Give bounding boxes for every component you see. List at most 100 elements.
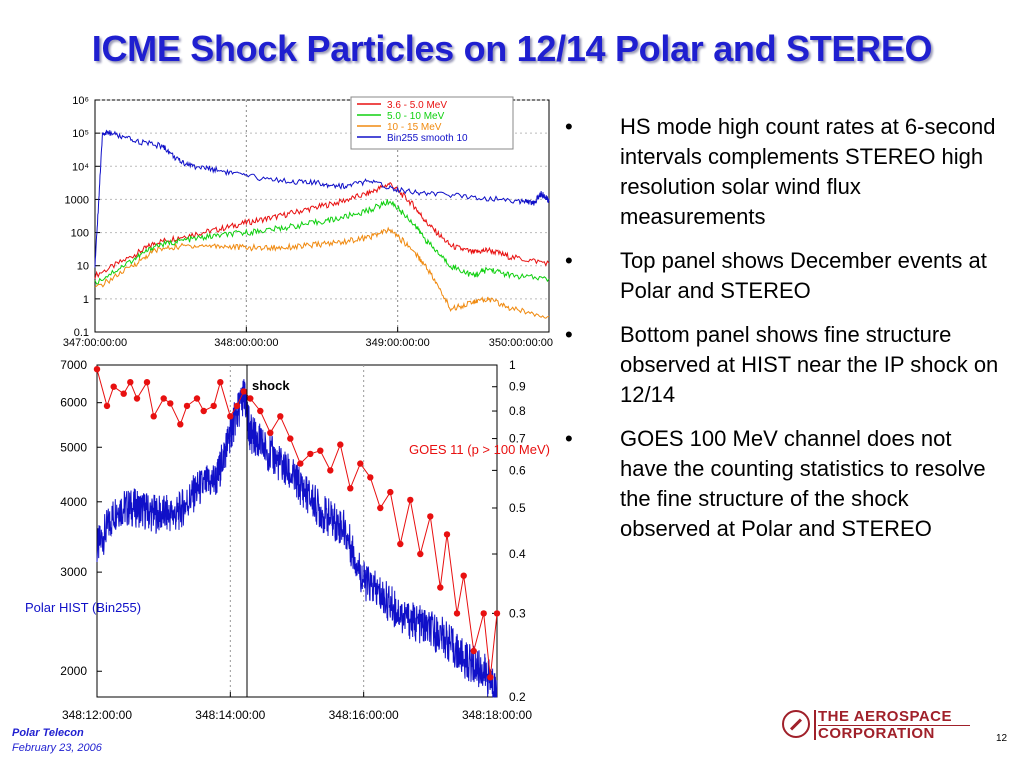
- top-series-line: [94, 129, 550, 268]
- goes-data-point: [143, 379, 151, 386]
- bottom-xtick-label: 348:14:00:00: [195, 708, 265, 722]
- goes-data-point: [227, 413, 234, 420]
- bottom-xtick-label: 348:12:00:00: [62, 708, 132, 722]
- hist-series-label: Polar HIST (Bin255): [25, 600, 141, 615]
- top-xtick-label: 350:00:00:00: [489, 337, 553, 349]
- top-series-line: [94, 226, 550, 319]
- aerospace-logo-icon: [782, 710, 810, 738]
- bullet-text: GOES 100 MeV channel does not have the c…: [620, 426, 986, 541]
- legend-entry: Bin255 smooth 10: [387, 133, 468, 144]
- bottom-plot-area: [96, 364, 498, 698]
- top-series-line: [94, 199, 550, 285]
- bullet-list: • HS mode high count rates at 6-second in…: [565, 112, 1005, 558]
- goes-data-point: [387, 488, 394, 496]
- top-ytick-label: 1000: [65, 194, 89, 206]
- goes-data-point: [307, 450, 314, 458]
- goes-data-point: [93, 366, 101, 373]
- logo-line2: CORPORATION: [818, 725, 935, 742]
- slide-title: ICME Shock Particles on 12/14 Polar and …: [91, 28, 933, 69]
- goes-data-point: [480, 610, 487, 617]
- bottom-panel-chart: 7000 6000 5000 4000 3000 2000 1 0.9 0.8 0.7 0.6 0.…: [25, 358, 550, 722]
- bullet-item: • HS mode high count rates at 6-second in…: [565, 112, 1005, 232]
- goes-data-point: [397, 540, 404, 548]
- goes-data-point: [287, 435, 294, 442]
- shock-label: shock: [252, 378, 290, 393]
- goes-data-point: [210, 402, 217, 410]
- footer: Polar Telecon February 23, 2006: [12, 726, 102, 756]
- goes-data-point: [437, 584, 444, 591]
- goes-data-point: [367, 474, 374, 481]
- goes-data-point: [110, 383, 117, 390]
- bottom-ytick-right-label: 0.8: [509, 404, 526, 418]
- bottom-ytick-right-label: 0.5: [509, 501, 526, 515]
- bottom-ytick-left-label: 7000: [60, 358, 87, 372]
- bottom-ytick-left-label: 6000: [60, 396, 87, 410]
- legend-entry: 3.6 - 5.0 MeV: [387, 100, 447, 111]
- bottom-ytick-right-label: 0.4: [509, 547, 526, 561]
- legend-entry: 10 - 15 MeV: [387, 122, 442, 133]
- goes-data-point: [417, 550, 424, 558]
- goes-data-point: [120, 390, 127, 397]
- top-ytick-label: 10⁵: [72, 128, 89, 140]
- top-ytick-label: 10⁴: [72, 161, 89, 173]
- bottom-xtick-label: 348:16:00:00: [329, 708, 399, 722]
- goes-data-point: [247, 395, 254, 402]
- goes-data-point: [357, 460, 364, 467]
- goes-data-point: [127, 379, 134, 386]
- goes-data-point: [427, 513, 434, 520]
- top-ytick-label: 0.1: [74, 327, 89, 339]
- goes-data-point: [240, 388, 247, 395]
- goes-data-point: [443, 531, 451, 538]
- goes-data-point: [407, 496, 414, 504]
- top-xtick-label: 347:00:00:00: [63, 337, 127, 349]
- goes-data-point: [217, 379, 224, 386]
- goes-data-point: [150, 413, 157, 420]
- goes-data-point: [377, 504, 384, 512]
- bottom-ytick-right-label: 0.3: [509, 606, 526, 620]
- bottom-ytick-right-label: 1: [509, 358, 516, 372]
- goes-data-point: [257, 407, 264, 415]
- goes-series-label: GOES 11 (p > 100 MeV): [409, 442, 550, 457]
- goes-data-point: [337, 441, 344, 448]
- bullet-item: • Bottom panel shows fine structure obser…: [565, 320, 1005, 410]
- goes-data-point: [103, 402, 111, 410]
- goes-data-point: [327, 467, 334, 474]
- goes-data-point: [193, 395, 201, 402]
- bullet-text: HS mode high count rates at 6-second int…: [620, 114, 996, 229]
- goes-data-point: [160, 395, 167, 402]
- goes-data-point: [133, 395, 141, 402]
- bottom-ytick-right-label: 0.6: [509, 463, 526, 477]
- bullet-marker: •: [565, 322, 573, 347]
- bottom-ytick-right-label: 0.7: [509, 432, 526, 446]
- top-ytick-label: 10: [77, 261, 89, 273]
- logo-line1: THE AEROSPACE: [818, 708, 953, 725]
- goes-data-point: [487, 674, 494, 681]
- goes-data-point: [493, 610, 501, 617]
- top-series-line: [94, 181, 550, 279]
- bottom-ytick-left-label: 5000: [60, 440, 87, 454]
- goes-data-point: [297, 460, 304, 467]
- page-number: 12: [996, 733, 1008, 744]
- logo-rule: [818, 725, 970, 726]
- goes-data-point: [460, 572, 467, 579]
- goes-data-point: [200, 407, 207, 415]
- legend-entry: 5.0 - 10 MeV: [387, 111, 445, 122]
- goes-data-point: [183, 402, 191, 410]
- footer-date: February 23, 2006: [12, 742, 102, 754]
- goes-data-point: [167, 400, 174, 407]
- goes-data-point: [453, 610, 461, 617]
- bullet-text: Top panel shows December events at Polar…: [620, 248, 987, 303]
- logo-divider: [814, 710, 816, 740]
- goes-data-point: [317, 447, 324, 454]
- goes-data-point: [267, 429, 274, 436]
- bullet-marker: •: [565, 426, 573, 451]
- top-xtick-label: 348:00:00:00: [214, 337, 278, 349]
- top-ytick-label: 10⁶: [72, 95, 89, 107]
- goes-data-point: [233, 402, 241, 410]
- bullet-text: Bottom panel shows fine structure observ…: [620, 322, 999, 407]
- bottom-xtick-label: 348:18:00:00: [462, 708, 532, 722]
- goes-data-point: [347, 485, 354, 492]
- bottom-ytick-left-label: 3000: [60, 565, 87, 579]
- goes-series-line: [96, 369, 498, 678]
